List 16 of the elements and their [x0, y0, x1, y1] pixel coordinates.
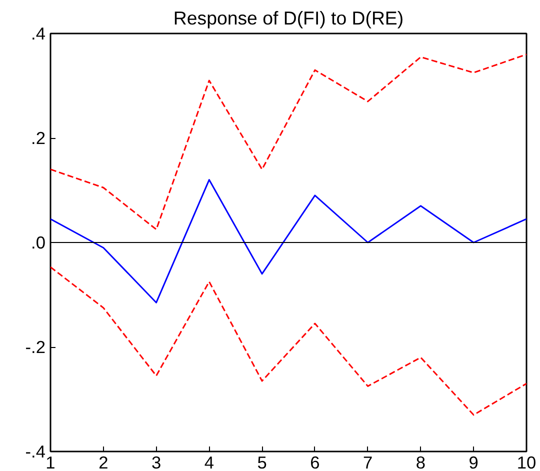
x-tick-label: 4: [204, 452, 214, 471]
y-tick-label: -.4: [25, 442, 46, 462]
y-tick-label: -.2: [25, 337, 46, 357]
x-tick-label: 9: [468, 452, 478, 471]
y-tick-label: .2: [31, 128, 46, 148]
x-tick-label: 10: [516, 452, 536, 471]
y-tick-label: .4: [31, 24, 46, 44]
x-tick-label: 2: [98, 452, 108, 471]
x-tick-label: 8: [416, 452, 426, 471]
chart-title: Response of D(FI) to D(RE): [173, 8, 404, 28]
x-tick-label: 7: [363, 452, 373, 471]
x-tick-label: 6: [310, 452, 320, 471]
x-tick-label: 3: [151, 452, 162, 471]
x-tick-label: 1: [46, 452, 56, 471]
y-tick-label: .0: [31, 232, 46, 252]
x-tick-label: 5: [257, 452, 267, 471]
